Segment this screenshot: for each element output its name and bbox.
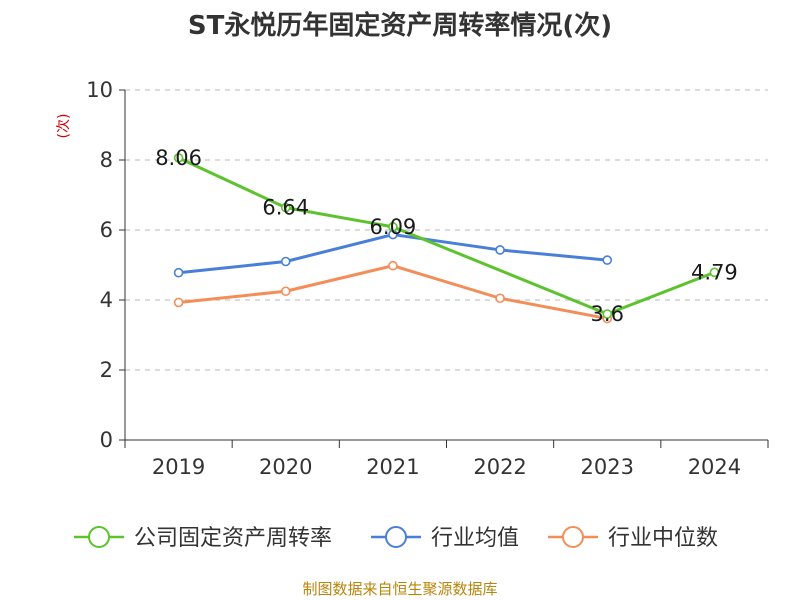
- data-label: 6.09: [370, 215, 417, 239]
- series-2: [173, 260, 613, 324]
- legend-label: 公司固定资产周转率: [134, 526, 332, 551]
- data-point[interactable]: [280, 256, 291, 267]
- y-tick-label: 4: [100, 288, 113, 312]
- legend-item[interactable]: 公司固定资产周转率: [74, 526, 332, 551]
- data-point[interactable]: [388, 222, 398, 232]
- legend-marker: [385, 526, 407, 548]
- legend-item[interactable]: 行业中位数: [548, 526, 718, 551]
- axes: [119, 89, 769, 448]
- data-label: 4.79: [691, 260, 738, 284]
- y-tick-label: 2: [100, 358, 113, 382]
- y-tick-label: 0: [100, 428, 113, 452]
- legend-marker: [562, 526, 584, 548]
- data-point[interactable]: [495, 245, 505, 255]
- y-axis-label: (次): [56, 114, 72, 139]
- x-tick-labels: 2019 2020 2021 2022 2023 2024: [152, 455, 741, 479]
- data-label: 3.6: [591, 302, 624, 326]
- data-point[interactable]: [173, 153, 184, 163]
- x-tick-label: 2023: [581, 455, 634, 479]
- data-point[interactable]: [280, 286, 291, 297]
- legend-label: 行业均值: [431, 526, 519, 551]
- legend-item[interactable]: 行业均值: [371, 526, 519, 551]
- series-group: [173, 153, 720, 324]
- legend-marker: [88, 526, 110, 548]
- source-note: 制图数据来自恒生聚源数据库: [302, 580, 497, 598]
- x-tick-label: 2022: [473, 455, 526, 479]
- data-label: 6.64: [262, 196, 309, 220]
- data-point[interactable]: [173, 297, 184, 308]
- y-tick-label: 6: [100, 218, 113, 242]
- series-line: [177, 264, 609, 321]
- series-line: [177, 156, 716, 316]
- data-point[interactable]: [602, 255, 613, 265]
- legend[interactable]: 公司固定资产周转率 行业均值 行业中位数: [74, 526, 718, 551]
- data-point[interactable]: [602, 309, 613, 319]
- x-tick-label: 2021: [366, 455, 419, 479]
- y-tick-label: 8: [100, 148, 113, 172]
- y-tick-label: 10: [86, 78, 113, 102]
- data-point[interactable]: [388, 260, 398, 271]
- data-point[interactable]: [709, 267, 720, 278]
- x-tick-label: 2024: [688, 455, 741, 479]
- chart-title: ST永悦历年固定资产周转率情况(次): [188, 10, 612, 41]
- data-labels: 8.06 6.64 6.09 3.6 4.79: [155, 146, 738, 326]
- data-label: 8.06: [155, 146, 202, 170]
- y-tick-labels: 0 2 4 6 8 10: [86, 78, 113, 452]
- x-tick-label: 2020: [259, 455, 312, 479]
- legend-label: 行业中位数: [608, 526, 718, 551]
- data-point[interactable]: [173, 267, 184, 278]
- data-point[interactable]: [280, 202, 291, 213]
- x-tick-label: 2019: [152, 455, 205, 479]
- series-1: [173, 229, 613, 278]
- series-0: [173, 153, 720, 319]
- gridlines: [125, 89, 768, 371]
- data-point[interactable]: [495, 293, 505, 304]
